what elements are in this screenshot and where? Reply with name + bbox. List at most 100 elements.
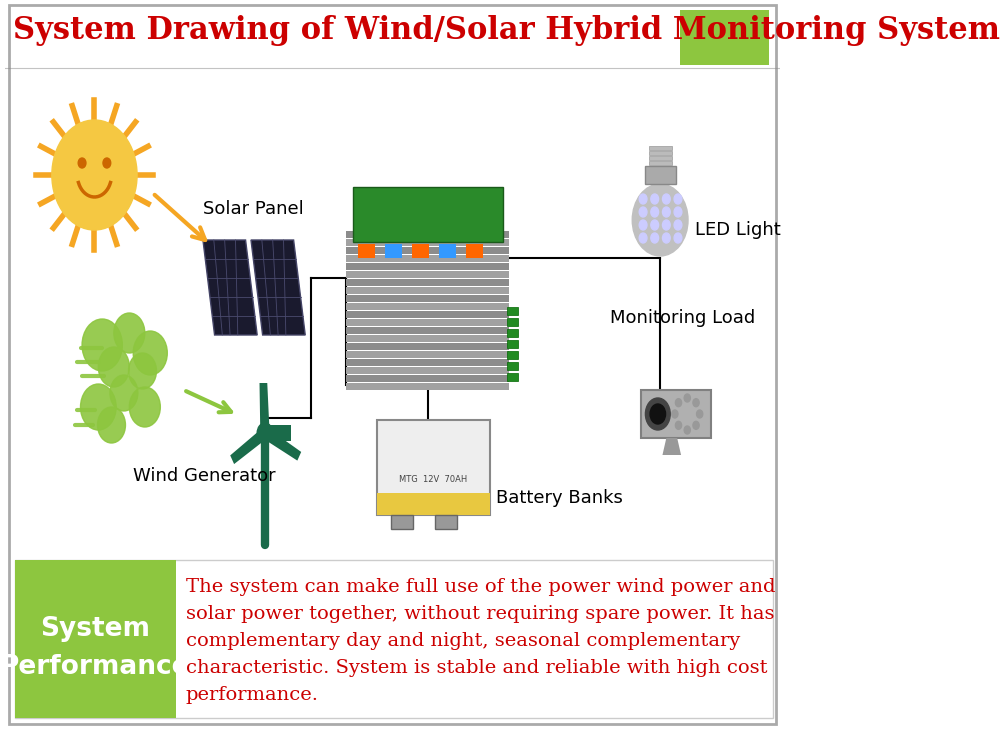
Bar	[346, 279, 509, 286]
Bar	[346, 327, 509, 334]
Bar	[346, 367, 509, 374]
Circle shape	[693, 421, 699, 429]
Bar	[346, 359, 509, 366]
Text: MTG  12V  70AH: MTG 12V 70AH	[399, 475, 467, 483]
Bar	[507, 329, 518, 337]
Circle shape	[639, 207, 647, 217]
Bar	[385, 244, 402, 258]
Bar	[507, 318, 518, 326]
Circle shape	[684, 426, 690, 434]
Circle shape	[662, 233, 670, 243]
Bar	[507, 340, 518, 348]
Bar	[346, 383, 509, 390]
Bar	[466, 244, 483, 258]
Circle shape	[675, 399, 682, 407]
Circle shape	[651, 207, 659, 217]
Circle shape	[651, 233, 659, 243]
Bar	[346, 295, 509, 302]
Bar	[270, 425, 291, 441]
Bar	[346, 271, 509, 278]
Text: solar power together, without requiring spare power. It has: solar power together, without requiring …	[186, 605, 774, 623]
Polygon shape	[251, 240, 305, 335]
Bar	[435, 515, 457, 529]
Bar	[439, 244, 456, 258]
Bar	[649, 151, 672, 155]
Bar	[353, 187, 503, 242]
Bar	[358, 244, 375, 258]
Circle shape	[662, 220, 670, 230]
Bar	[346, 335, 509, 342]
Bar	[346, 303, 509, 310]
Text: Wind Generator: Wind Generator	[133, 467, 276, 485]
Circle shape	[651, 220, 659, 230]
Bar	[649, 146, 672, 150]
Bar	[507, 307, 518, 315]
Circle shape	[110, 375, 138, 411]
Circle shape	[674, 220, 682, 230]
Bar	[346, 351, 509, 358]
Circle shape	[674, 194, 682, 204]
Circle shape	[662, 207, 670, 217]
Circle shape	[81, 384, 116, 430]
Circle shape	[257, 423, 273, 443]
Circle shape	[651, 194, 659, 204]
Polygon shape	[260, 383, 270, 433]
Polygon shape	[230, 428, 267, 464]
Text: characteristic. System is stable and reliable with high cost: characteristic. System is stable and rel…	[186, 659, 767, 677]
Text: complementary day and night, seasonal complementary: complementary day and night, seasonal co…	[186, 632, 740, 650]
Circle shape	[103, 158, 111, 168]
Bar	[346, 239, 509, 246]
Text: Battery Banks: Battery Banks	[496, 489, 623, 507]
Text: Monitoring Load: Monitoring Load	[610, 309, 755, 327]
Bar	[649, 156, 672, 160]
Bar	[391, 515, 413, 529]
Circle shape	[693, 399, 699, 407]
Circle shape	[650, 404, 666, 424]
Bar	[412, 244, 429, 258]
Circle shape	[114, 313, 145, 353]
Bar	[346, 263, 509, 270]
Text: System Drawing of Wind/Solar Hybrid Monitoring System: System Drawing of Wind/Solar Hybrid Moni…	[13, 15, 1000, 46]
Circle shape	[674, 207, 682, 217]
Bar	[346, 247, 509, 254]
Circle shape	[98, 347, 129, 387]
Circle shape	[697, 410, 703, 418]
Bar	[649, 161, 672, 165]
Text: System
Performance: System Performance	[0, 616, 190, 680]
Circle shape	[52, 120, 137, 230]
Polygon shape	[662, 438, 681, 455]
Bar	[346, 287, 509, 294]
Circle shape	[82, 319, 122, 371]
Text: Controller: Controller	[383, 200, 472, 218]
Polygon shape	[641, 390, 711, 438]
Bar	[346, 255, 509, 262]
Polygon shape	[263, 428, 301, 461]
Bar	[346, 311, 509, 318]
Bar	[507, 362, 518, 370]
Text: The system can make full use of the power wind power and: The system can make full use of the powe…	[186, 578, 775, 596]
Bar	[346, 343, 509, 350]
Circle shape	[675, 421, 682, 429]
Bar	[346, 319, 509, 326]
Circle shape	[684, 394, 690, 402]
Circle shape	[639, 194, 647, 204]
Text: Solar Panel: Solar Panel	[203, 200, 304, 218]
Circle shape	[639, 220, 647, 230]
Circle shape	[129, 353, 156, 389]
Text: performance.: performance.	[186, 686, 319, 704]
Bar	[15, 560, 176, 718]
Polygon shape	[203, 240, 257, 335]
Circle shape	[662, 194, 670, 204]
Text: LED Light: LED Light	[695, 221, 781, 239]
Circle shape	[133, 331, 167, 375]
Circle shape	[98, 407, 125, 443]
Bar	[346, 231, 509, 238]
Bar	[507, 373, 518, 381]
Circle shape	[129, 387, 160, 427]
Bar	[645, 166, 676, 184]
Bar	[680, 10, 769, 65]
Circle shape	[645, 398, 670, 430]
Bar	[346, 375, 509, 382]
Circle shape	[78, 158, 86, 168]
Bar	[15, 560, 773, 718]
